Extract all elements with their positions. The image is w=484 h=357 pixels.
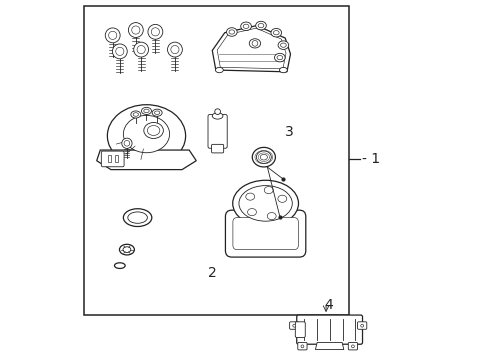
Ellipse shape: [107, 105, 185, 167]
Ellipse shape: [256, 151, 271, 164]
Bar: [107, 155, 110, 162]
Ellipse shape: [242, 24, 248, 29]
Ellipse shape: [257, 24, 263, 28]
Polygon shape: [96, 150, 196, 170]
Ellipse shape: [276, 55, 282, 60]
FancyBboxPatch shape: [297, 342, 306, 350]
Circle shape: [170, 45, 179, 54]
Polygon shape: [315, 342, 343, 350]
Circle shape: [132, 26, 139, 34]
Circle shape: [116, 47, 123, 55]
Circle shape: [124, 140, 130, 146]
Ellipse shape: [131, 111, 140, 118]
Ellipse shape: [255, 21, 266, 30]
Circle shape: [292, 324, 295, 327]
Polygon shape: [217, 28, 286, 69]
Ellipse shape: [279, 67, 287, 73]
FancyBboxPatch shape: [211, 144, 223, 153]
Ellipse shape: [252, 147, 275, 167]
Circle shape: [121, 138, 132, 149]
Circle shape: [151, 28, 159, 36]
Circle shape: [360, 324, 363, 327]
Circle shape: [137, 45, 145, 54]
Bar: [115, 155, 118, 162]
FancyBboxPatch shape: [232, 218, 298, 250]
Ellipse shape: [144, 122, 163, 139]
Ellipse shape: [267, 212, 275, 220]
Ellipse shape: [141, 107, 151, 115]
Polygon shape: [212, 26, 290, 72]
Circle shape: [128, 22, 143, 37]
Ellipse shape: [280, 43, 286, 47]
FancyBboxPatch shape: [101, 151, 124, 167]
Ellipse shape: [240, 22, 251, 31]
Circle shape: [214, 109, 220, 115]
Ellipse shape: [212, 113, 223, 119]
FancyBboxPatch shape: [225, 210, 305, 257]
Ellipse shape: [147, 126, 160, 135]
Ellipse shape: [260, 154, 267, 160]
Ellipse shape: [128, 212, 147, 223]
Ellipse shape: [247, 208, 256, 216]
Text: 3: 3: [285, 125, 293, 139]
Circle shape: [148, 24, 163, 39]
Ellipse shape: [152, 109, 162, 116]
Text: 2: 2: [208, 266, 216, 280]
Ellipse shape: [154, 111, 160, 115]
Ellipse shape: [226, 28, 237, 36]
Text: - 1: - 1: [361, 152, 379, 166]
Ellipse shape: [273, 31, 279, 35]
Text: 4: 4: [324, 298, 333, 312]
Circle shape: [105, 28, 120, 43]
FancyBboxPatch shape: [357, 322, 366, 329]
Ellipse shape: [123, 115, 169, 153]
Ellipse shape: [133, 113, 138, 116]
FancyBboxPatch shape: [295, 322, 304, 337]
Ellipse shape: [277, 195, 286, 202]
FancyBboxPatch shape: [289, 322, 298, 329]
Circle shape: [252, 41, 257, 46]
Ellipse shape: [249, 39, 260, 48]
Ellipse shape: [228, 30, 234, 34]
Ellipse shape: [144, 109, 149, 113]
Ellipse shape: [274, 53, 285, 62]
Ellipse shape: [239, 186, 292, 221]
Circle shape: [112, 44, 127, 59]
Ellipse shape: [232, 180, 298, 226]
FancyBboxPatch shape: [296, 315, 362, 344]
Ellipse shape: [271, 29, 281, 37]
Circle shape: [167, 42, 182, 57]
FancyBboxPatch shape: [348, 342, 357, 350]
Circle shape: [108, 31, 117, 40]
Ellipse shape: [114, 263, 125, 268]
Ellipse shape: [119, 244, 134, 255]
Bar: [84, 6, 348, 316]
Circle shape: [351, 345, 354, 348]
Ellipse shape: [123, 209, 151, 226]
Circle shape: [134, 42, 148, 57]
FancyBboxPatch shape: [208, 115, 227, 148]
Ellipse shape: [215, 67, 223, 73]
Ellipse shape: [245, 193, 254, 200]
Ellipse shape: [277, 41, 288, 49]
Ellipse shape: [264, 186, 272, 193]
Ellipse shape: [123, 247, 131, 252]
Circle shape: [301, 345, 303, 348]
